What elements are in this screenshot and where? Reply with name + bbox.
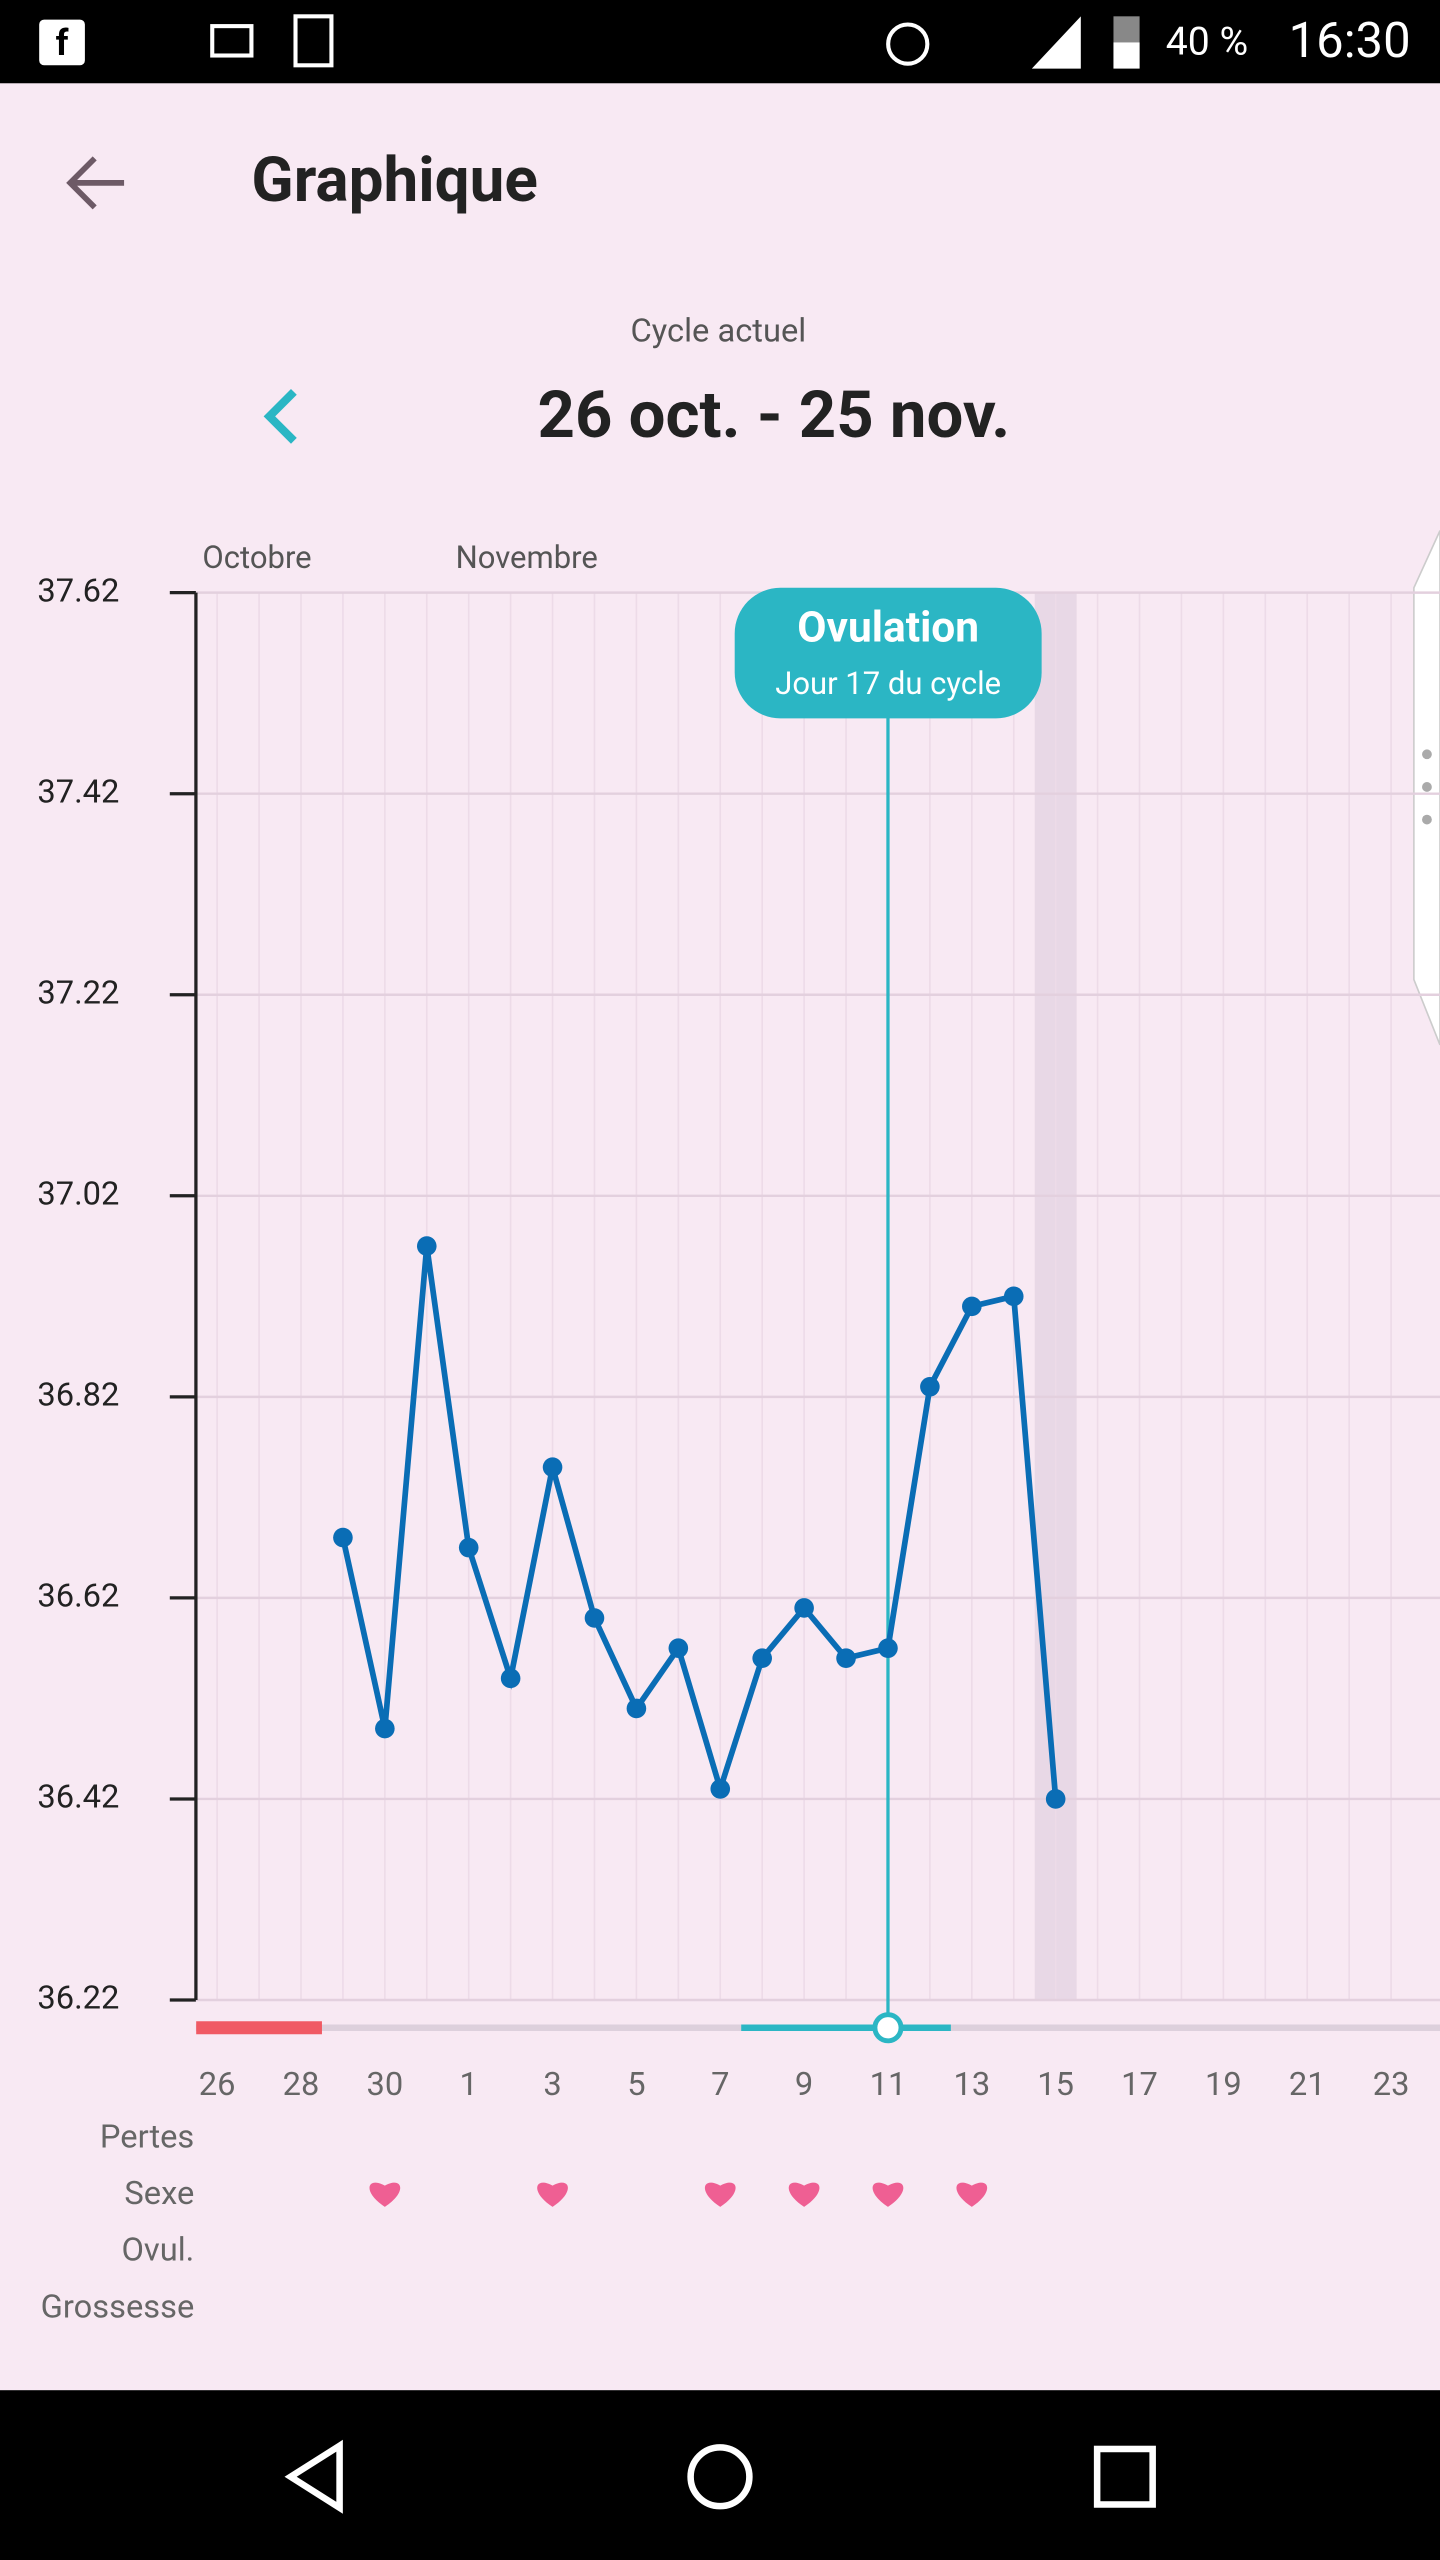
nav-back[interactable] xyxy=(284,2439,343,2514)
heart xyxy=(872,2182,904,2207)
chart: 36.22 36.42 36.62 36.82 37.02 37.22 37.42 37.62… xyxy=(37,539,1440,2325)
month-label: Octobre xyxy=(202,539,311,576)
heart xyxy=(788,2182,820,2207)
y-tick-label: 37.02 xyxy=(37,1174,119,1212)
y-tick-label: 37.62 xyxy=(37,571,119,609)
x-tick-label: 5 xyxy=(627,2065,645,2103)
nav-bar xyxy=(0,2390,1440,2560)
x-tick-label: 21 xyxy=(1289,2065,1326,2103)
x-tick-label: 23 xyxy=(1373,2065,1410,2103)
temperature-line xyxy=(340,1245,1059,1800)
temperature-point xyxy=(584,1608,605,1628)
row-label: Ovul. xyxy=(121,2231,194,2269)
temperature-point xyxy=(416,1236,437,1256)
heart xyxy=(369,2182,401,2207)
alarm-icon xyxy=(886,22,930,66)
temperature-point xyxy=(710,1779,731,1799)
temperature-point xyxy=(500,1668,521,1689)
previous-cycle[interactable] xyxy=(263,388,297,444)
x-tick-label: 19 xyxy=(1205,2065,1242,2103)
nav-home[interactable] xyxy=(687,2444,753,2510)
x-tick-label: 9 xyxy=(795,2065,813,2103)
facebook-icon xyxy=(39,19,85,66)
x-tick-label: 13 xyxy=(953,2065,990,2103)
x-tick-label: 28 xyxy=(283,2065,320,2103)
x-tick-label: 1 xyxy=(460,2065,478,2103)
handle-dot xyxy=(1422,749,1432,760)
clock: 16:30 xyxy=(1289,12,1411,69)
temperature-point xyxy=(752,1648,772,1669)
temperature-point xyxy=(1045,1789,1066,1809)
x-tick-label: 7 xyxy=(711,2065,729,2103)
y-tick-label: 37.42 xyxy=(37,772,119,810)
y-tick-label: 37.22 xyxy=(37,973,119,1011)
x-tick-label: 3 xyxy=(543,2065,561,2103)
temperature-point xyxy=(920,1377,940,1397)
y-tick-label: 36.22 xyxy=(37,1979,119,2017)
row-label: Grossesse xyxy=(41,2287,195,2325)
row-label: Pertes xyxy=(100,2117,194,2155)
month-label: Novembre xyxy=(456,539,598,576)
temperature-point xyxy=(1003,1286,1024,1307)
temperature-point xyxy=(836,1648,856,1669)
x-tick-label: 26 xyxy=(199,2065,236,2103)
x-tick-label: 30 xyxy=(366,2065,403,2103)
temperature-point xyxy=(794,1598,814,1618)
temperature-point xyxy=(626,1698,647,1719)
y-tick-label: 36.42 xyxy=(37,1778,119,1816)
temperature-point xyxy=(375,1718,395,1739)
cycle-range: 26 oct. - 25 nov. xyxy=(538,376,1011,453)
ovulation-badge xyxy=(734,587,1042,719)
ovulation-title: Ovulation xyxy=(797,603,979,652)
heart xyxy=(704,2182,736,2207)
temperature-point xyxy=(458,1537,479,1558)
back-button[interactable] xyxy=(66,156,125,210)
temperature-point xyxy=(333,1527,353,1548)
nav-recents[interactable] xyxy=(1093,2445,1156,2508)
heart xyxy=(956,2182,988,2207)
row-label: Sexe xyxy=(124,2174,194,2212)
battery-level xyxy=(1113,42,1140,69)
cycle-label: Cycle actuel xyxy=(631,312,807,350)
x-tick-label: 11 xyxy=(870,2065,907,2103)
temperature-point xyxy=(668,1638,689,1658)
ovulation-subtitle: Jour 17 du cycle xyxy=(775,665,1001,702)
facebook-letter: f xyxy=(56,22,69,64)
temperature-point xyxy=(542,1457,563,1478)
y-tick-label: 36.82 xyxy=(37,1375,119,1413)
temperature-point xyxy=(962,1296,982,1317)
ovulation-marker xyxy=(872,2012,904,2044)
heart xyxy=(537,2182,568,2207)
handle-dot xyxy=(1422,782,1432,792)
y-tick-label: 36.62 xyxy=(37,1577,119,1615)
x-tick-label: 17 xyxy=(1121,2065,1158,2103)
x-tick-label: 15 xyxy=(1037,2065,1074,2103)
battery-text: 40 % xyxy=(1166,18,1248,64)
mail-icon xyxy=(210,24,254,58)
handle-dot xyxy=(1422,814,1432,825)
download-icon xyxy=(293,14,334,68)
page-title: Graphique xyxy=(251,144,537,217)
temperature-point xyxy=(878,1638,898,1658)
status-bar xyxy=(0,0,1440,84)
